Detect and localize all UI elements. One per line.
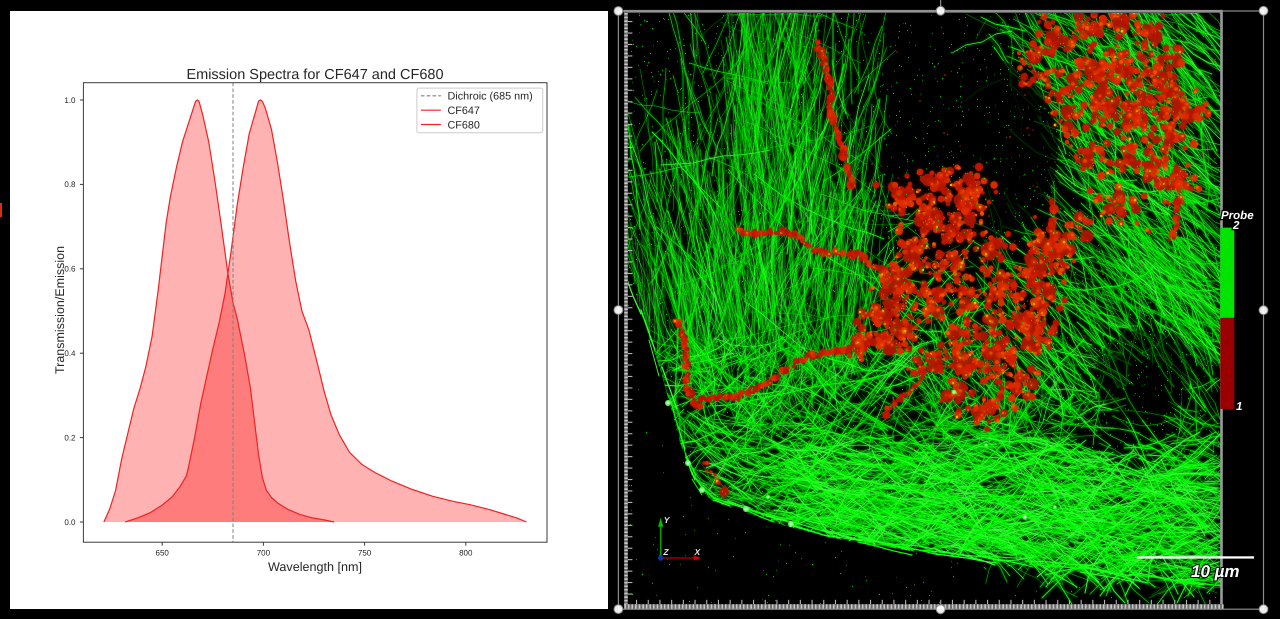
- svg-text:10 µm: 10 µm: [1191, 562, 1240, 581]
- svg-text:Transmission/Emission: Transmission/Emission: [53, 246, 67, 374]
- svg-text:0.6: 0.6: [64, 265, 76, 274]
- svg-text:Emission Spectra for CF647 and: Emission Spectra for CF647 and CF680: [186, 67, 443, 83]
- svg-text:650: 650: [156, 549, 170, 558]
- svg-text:800: 800: [459, 549, 473, 558]
- svg-text:Z: Z: [662, 547, 669, 557]
- svg-text:1: 1: [1236, 401, 1242, 413]
- svg-text:750: 750: [358, 549, 372, 558]
- svg-text:Y: Y: [664, 515, 671, 525]
- svg-text:0.8: 0.8: [64, 180, 76, 189]
- svg-text:X: X: [694, 547, 702, 557]
- svg-text:1.0: 1.0: [64, 96, 76, 105]
- svg-text:0.0: 0.0: [64, 518, 76, 527]
- svg-text:Wavelength [nm]: Wavelength [nm]: [268, 560, 362, 574]
- svg-text:CF680: CF680: [448, 119, 480, 131]
- svg-text:Dichroic (685 nm): Dichroic (685 nm): [448, 91, 533, 103]
- svg-text:CF647: CF647: [448, 105, 480, 117]
- svg-text:0.4: 0.4: [64, 349, 76, 358]
- svg-text:Probe: Probe: [1221, 210, 1254, 222]
- svg-text:700: 700: [257, 549, 271, 558]
- svg-text:2: 2: [1232, 220, 1240, 232]
- svg-text:0.2: 0.2: [64, 433, 76, 442]
